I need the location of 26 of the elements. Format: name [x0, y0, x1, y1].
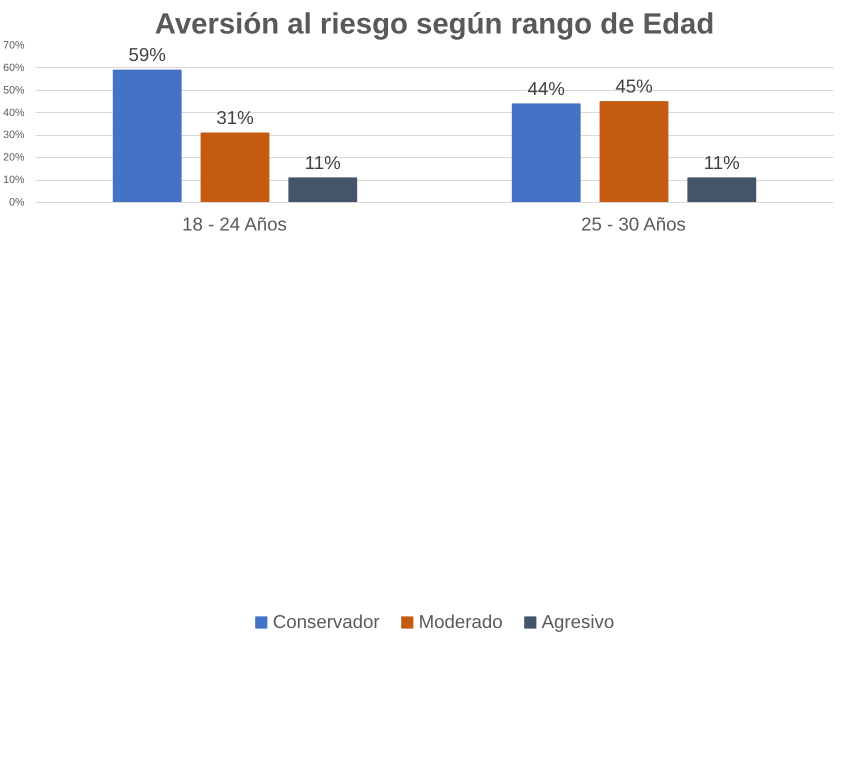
- y-tick-label: 0%: [9, 196, 26, 208]
- data-label: 31%: [216, 106, 254, 128]
- y-tick-label: 20%: [3, 152, 26, 164]
- x-tick-label: 18 - 24 Años: [182, 214, 287, 234]
- data-label: 59%: [128, 44, 166, 66]
- y-tick-label: 60%: [3, 62, 26, 74]
- legend-label: Conservador: [272, 610, 380, 632]
- bar: [288, 177, 358, 202]
- legend-label: Moderado: [418, 610, 503, 632]
- y-tick-label: 70%: [3, 40, 26, 52]
- bar: [112, 70, 182, 202]
- y-tick-label: 30%: [3, 129, 26, 142]
- bar: [687, 177, 756, 202]
- y-tick-label: 10%: [3, 174, 26, 186]
- chart-title: Aversión al riesgo según rango de Edad: [154, 8, 714, 40]
- y-tick-label: 40%: [3, 106, 26, 119]
- legend-label: Agresivo: [542, 610, 614, 632]
- bar: [200, 132, 270, 202]
- y-tick-label: 50%: [3, 84, 26, 96]
- data-label: 11%: [704, 152, 740, 173]
- x-tick-label: 25 - 30 Años: [581, 214, 686, 234]
- bar: [600, 101, 668, 202]
- data-label: 45%: [615, 76, 653, 97]
- data-label: 44%: [528, 78, 565, 99]
- data-label: 11%: [304, 152, 341, 173]
- bar: [512, 103, 581, 202]
